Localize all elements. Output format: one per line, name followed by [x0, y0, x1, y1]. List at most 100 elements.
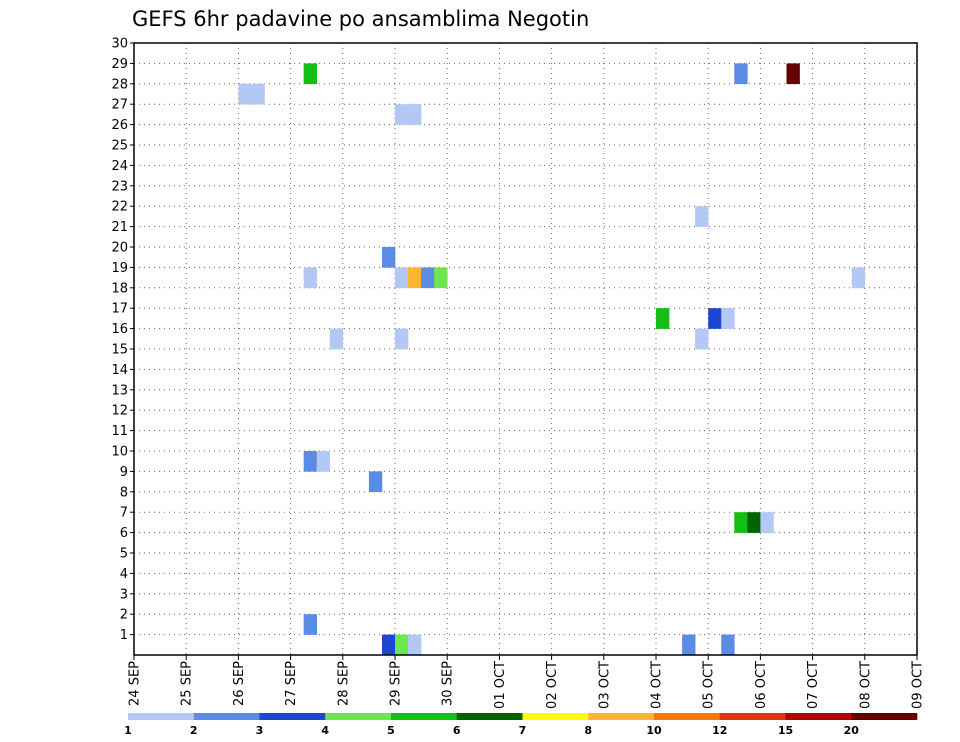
- cell-11: [395, 104, 409, 125]
- x-tick-label-5: 29 SEP: [389, 661, 404, 706]
- cell-32: [851, 267, 866, 289]
- cell-22: [695, 206, 709, 227]
- cell-1: [251, 83, 265, 105]
- colorbar-label-20: 20: [844, 724, 860, 737]
- x-tick-label-6: 30 SEP: [441, 661, 456, 706]
- x-tick-label-14: 08 OCT: [858, 661, 873, 709]
- precipitation-cells: [238, 63, 866, 656]
- cell-5: [316, 451, 331, 472]
- cell-15: [421, 267, 435, 289]
- y-tick-label-7: 7: [120, 506, 128, 521]
- colorbar-swatch-8: [654, 713, 721, 720]
- x-tick-label-1: 25 SEP: [180, 661, 195, 706]
- colorbar-label-4: 4: [321, 724, 329, 737]
- grid-lines: [134, 43, 917, 655]
- x-tick-label-11: 05 OCT: [702, 661, 717, 709]
- y-tick-label-15: 15: [111, 343, 128, 358]
- cell-16: [395, 328, 409, 350]
- cell-0: [238, 83, 252, 105]
- cell-23: [695, 328, 709, 350]
- x-tick-label-0: 24 SEP: [128, 661, 143, 706]
- colorbar-swatch-3: [325, 713, 392, 720]
- cell-31: [786, 63, 800, 85]
- y-tick-label-18: 18: [111, 281, 128, 296]
- cell-4: [303, 451, 317, 472]
- x-tick-label-13: 07 OCT: [806, 661, 821, 709]
- y-tick-label-13: 13: [111, 383, 128, 398]
- cell-14: [408, 267, 422, 289]
- colorbar-label-2: 2: [190, 724, 198, 737]
- y-tick-label-3: 3: [120, 587, 128, 602]
- y-tick-label-6: 6: [120, 526, 128, 541]
- x-tick-label-4: 28 SEP: [336, 661, 351, 706]
- y-tick-label-14: 14: [111, 363, 128, 378]
- cell-12: [408, 104, 422, 125]
- colorbar-swatch-11: [851, 713, 918, 720]
- colorbar-swatch-7: [588, 713, 655, 720]
- cell-18: [408, 634, 422, 656]
- colorbar-swatch-0: [128, 713, 195, 720]
- y-tick-label-4: 4: [120, 567, 128, 582]
- colorbar-swatch-9: [719, 713, 786, 720]
- cell-7: [329, 328, 344, 350]
- y-tick-label-27: 27: [111, 98, 128, 113]
- y-axis-ticks: 1234567891011121314151617181920212223242…: [111, 37, 134, 643]
- colorbar-label-12: 12: [712, 724, 727, 737]
- cell-3: [303, 267, 317, 289]
- y-tick-label-21: 21: [111, 220, 128, 235]
- cell-24: [708, 308, 722, 329]
- y-tick-label-1: 1: [120, 628, 128, 643]
- y-tick-label-23: 23: [111, 179, 128, 194]
- y-tick-label-12: 12: [111, 404, 128, 419]
- cell-19: [434, 267, 448, 289]
- cell-10: [381, 634, 396, 656]
- cell-25: [721, 308, 735, 329]
- y-tick-label-8: 8: [120, 485, 128, 500]
- y-tick-label-24: 24: [111, 159, 128, 174]
- x-tick-label-8: 02 OCT: [545, 661, 560, 709]
- y-tick-label-26: 26: [111, 118, 128, 133]
- cell-26: [721, 634, 735, 656]
- x-tick-label-10: 04 OCT: [650, 661, 665, 709]
- y-tick-label-22: 22: [111, 200, 128, 215]
- cell-20: [656, 308, 670, 329]
- x-tick-label-15: 09 OCT: [911, 661, 926, 709]
- colorbar-label-15: 15: [778, 724, 793, 737]
- colorbar-label-1: 1: [124, 724, 132, 737]
- y-tick-label-10: 10: [111, 445, 128, 460]
- colorbar-swatch-4: [391, 713, 458, 720]
- y-tick-label-29: 29: [111, 57, 128, 72]
- x-tick-label-2: 26 SEP: [232, 661, 247, 706]
- cell-28: [747, 512, 761, 533]
- x-axis-ticks: 24 SEP 25 SEP 26 SEP 27 SEP 28 SEP 29 SEP 30 S…: [128, 655, 926, 709]
- cell-9: [381, 247, 396, 268]
- y-tick-label-25: 25: [111, 139, 128, 154]
- y-tick-label-19: 19: [111, 261, 128, 276]
- colorbar-swatch-2: [259, 713, 326, 720]
- x-tick-label-9: 03 OCT: [597, 661, 612, 709]
- colorbar-label-10: 10: [646, 724, 662, 737]
- cell-27: [734, 512, 748, 533]
- cell-21: [682, 634, 696, 656]
- cell-30: [760, 512, 774, 533]
- y-tick-label-20: 20: [111, 241, 128, 256]
- colorbar-label-8: 8: [584, 724, 592, 737]
- colorbar-label-6: 6: [453, 724, 461, 737]
- cell-13: [395, 267, 409, 289]
- colorbar: 1 2 3 4 5 6 7 8 10 12 15 20: [124, 713, 918, 737]
- colorbar-label-3: 3: [256, 724, 264, 737]
- colorbar-label-7: 7: [519, 724, 527, 737]
- x-tick-label-7: 01 OCT: [493, 661, 508, 709]
- y-tick-label-16: 16: [111, 322, 128, 337]
- x-tick-label-3: 27 SEP: [284, 661, 299, 706]
- y-tick-label-5: 5: [120, 547, 128, 562]
- colorbar-swatch-6: [522, 713, 589, 720]
- colorbar-label-5: 5: [387, 724, 395, 737]
- y-tick-label-17: 17: [111, 302, 128, 317]
- y-tick-label-28: 28: [111, 77, 128, 92]
- cell-6: [303, 614, 317, 635]
- y-tick-label-9: 9: [120, 465, 128, 480]
- cell-8: [368, 471, 383, 493]
- cell-17: [395, 634, 409, 656]
